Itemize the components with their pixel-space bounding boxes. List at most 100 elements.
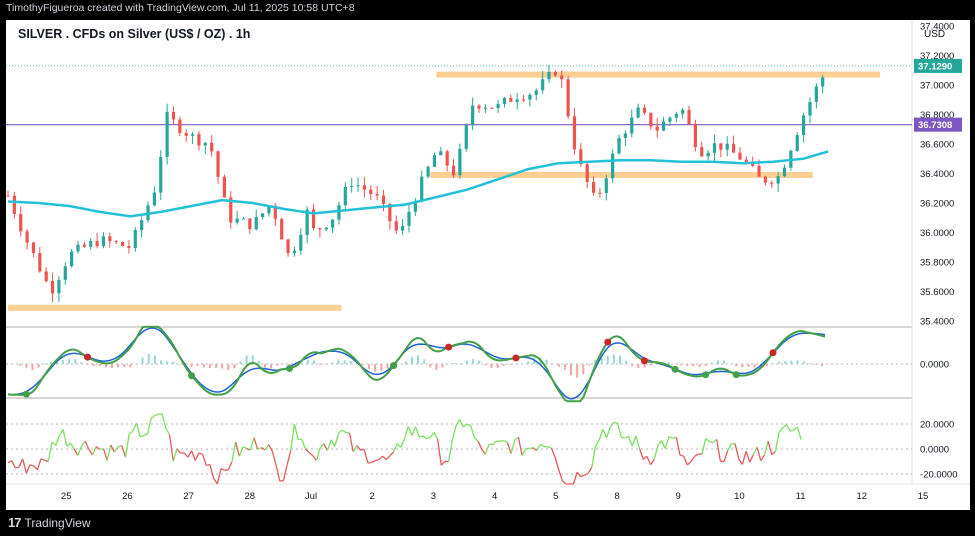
candle-body xyxy=(515,99,519,102)
macd-histogram-bar xyxy=(208,364,211,369)
rsi-line-segment xyxy=(392,443,398,453)
macd-histogram-bar xyxy=(606,356,609,364)
price-line-badge xyxy=(914,117,962,132)
rsi-line-segment xyxy=(146,418,152,434)
rsi-line-segment xyxy=(371,460,376,463)
rsi-line-segment xyxy=(517,436,523,456)
rsi-line-segment xyxy=(62,429,68,447)
rsi-line-segment xyxy=(594,439,600,447)
rsi-line-segment xyxy=(650,459,655,466)
macd-histogram-bar xyxy=(92,364,95,366)
macd-histogram-bar xyxy=(625,360,628,364)
rsi-line-segment xyxy=(198,452,203,455)
macd-histogram-bar xyxy=(704,364,707,367)
macd-histogram-bar xyxy=(251,355,254,364)
rsi-line-segment xyxy=(738,458,743,465)
rsi-line-segment xyxy=(209,464,215,479)
rsi-line-segment xyxy=(135,422,141,438)
rsi-line-segment xyxy=(308,452,314,457)
candle-body xyxy=(763,176,768,183)
macd-histogram-bar xyxy=(820,364,823,367)
macd-histogram-bar xyxy=(802,361,805,364)
candle-body xyxy=(541,79,545,91)
rsi-line-segment xyxy=(15,466,20,469)
macd-pane[interactable] xyxy=(6,325,912,403)
macd-histogram-bar xyxy=(582,364,585,375)
macd-histogram-bar xyxy=(319,364,322,366)
rsi-line-segment xyxy=(796,426,802,440)
rsi-line-segment xyxy=(40,458,45,462)
rsi-line-segment xyxy=(326,439,332,451)
rsi-line-segment xyxy=(242,446,247,450)
rsi-line-segment xyxy=(110,444,116,453)
rsi-line-segment xyxy=(121,445,127,458)
macd-histogram-bar xyxy=(710,362,713,364)
rsi-line-segment xyxy=(679,454,684,457)
candle-body xyxy=(362,185,367,190)
candle-body xyxy=(566,79,570,117)
macd-crossover-dot xyxy=(445,343,453,351)
price-pane[interactable] xyxy=(6,64,912,311)
rsi-line-segment xyxy=(102,448,108,461)
rsi-line-segment xyxy=(440,460,446,466)
tradingview-brand[interactable]: 17 TradingView xyxy=(8,515,91,530)
candle-body xyxy=(70,251,74,267)
currency-label: USD xyxy=(924,29,945,40)
candle-body xyxy=(82,244,86,247)
macd-histogram-bar xyxy=(276,364,279,366)
rsi-line-segment xyxy=(33,465,38,471)
candle-body xyxy=(661,121,666,131)
rsi-line-segment xyxy=(503,440,508,444)
rsi-line-segment xyxy=(124,433,130,458)
rsi-line-segment xyxy=(29,464,34,467)
macd-histogram-bar xyxy=(196,364,199,366)
rsi-line-segment xyxy=(756,447,762,461)
rsi-line-segment xyxy=(455,419,461,427)
macd-histogram-bar xyxy=(588,364,591,366)
candle-body xyxy=(286,239,290,254)
candle-body xyxy=(432,155,437,167)
price-tick-label: 37.2000 xyxy=(920,51,954,62)
candle-body xyxy=(579,149,583,165)
macd-histogram-bar xyxy=(374,364,377,372)
rsi-line-segment xyxy=(690,455,696,462)
macd-histogram-bar xyxy=(111,364,114,368)
candle-body xyxy=(757,165,761,177)
rsi-line-segment xyxy=(91,446,97,456)
candle-body xyxy=(89,241,93,247)
candle-body xyxy=(273,205,277,219)
time-tick-label: 10 xyxy=(734,491,745,502)
macd-histogram-bar xyxy=(37,364,40,368)
rsi-line-segment xyxy=(154,413,159,417)
candle-body xyxy=(171,111,176,120)
candle-body xyxy=(642,107,647,113)
price-tick-label: 37.4000 xyxy=(920,21,954,32)
macd-histogram-bar xyxy=(55,361,58,364)
rsi-line-segment xyxy=(459,419,464,428)
chart-panel[interactable]: SILVER . CFDs on Silver (US$ / OZ) . 1h … xyxy=(6,20,970,510)
candle-body xyxy=(337,205,341,220)
price-tick-label: 35.6000 xyxy=(920,287,954,298)
candle-body xyxy=(324,227,328,230)
rsi-line-segment xyxy=(172,448,178,462)
candle-body xyxy=(280,218,284,240)
candle-body xyxy=(229,197,233,223)
rsi-line-segment xyxy=(363,449,369,464)
support-resistance-zone xyxy=(436,71,881,78)
candle-body xyxy=(292,250,297,254)
rsi-line-segment xyxy=(477,440,483,450)
rsi-pane[interactable] xyxy=(6,413,912,485)
candle-body xyxy=(483,107,487,109)
price-axis-area[interactable] xyxy=(912,20,970,510)
macd-histogram-bar xyxy=(80,362,83,364)
chart-svg[interactable]: SILVER . CFDs on Silver (US$ / OZ) . 1h … xyxy=(6,20,970,510)
rsi-line-segment xyxy=(562,480,567,485)
rsi-line-segment xyxy=(716,439,722,462)
price-line-label: 36.7308 xyxy=(918,120,952,131)
macd-histogram-bar xyxy=(104,364,107,368)
macd-histogram-bar xyxy=(576,364,579,378)
rsi-line-segment xyxy=(312,455,317,461)
macd-histogram-bar xyxy=(784,361,787,364)
rsi-line-segment xyxy=(470,425,475,438)
